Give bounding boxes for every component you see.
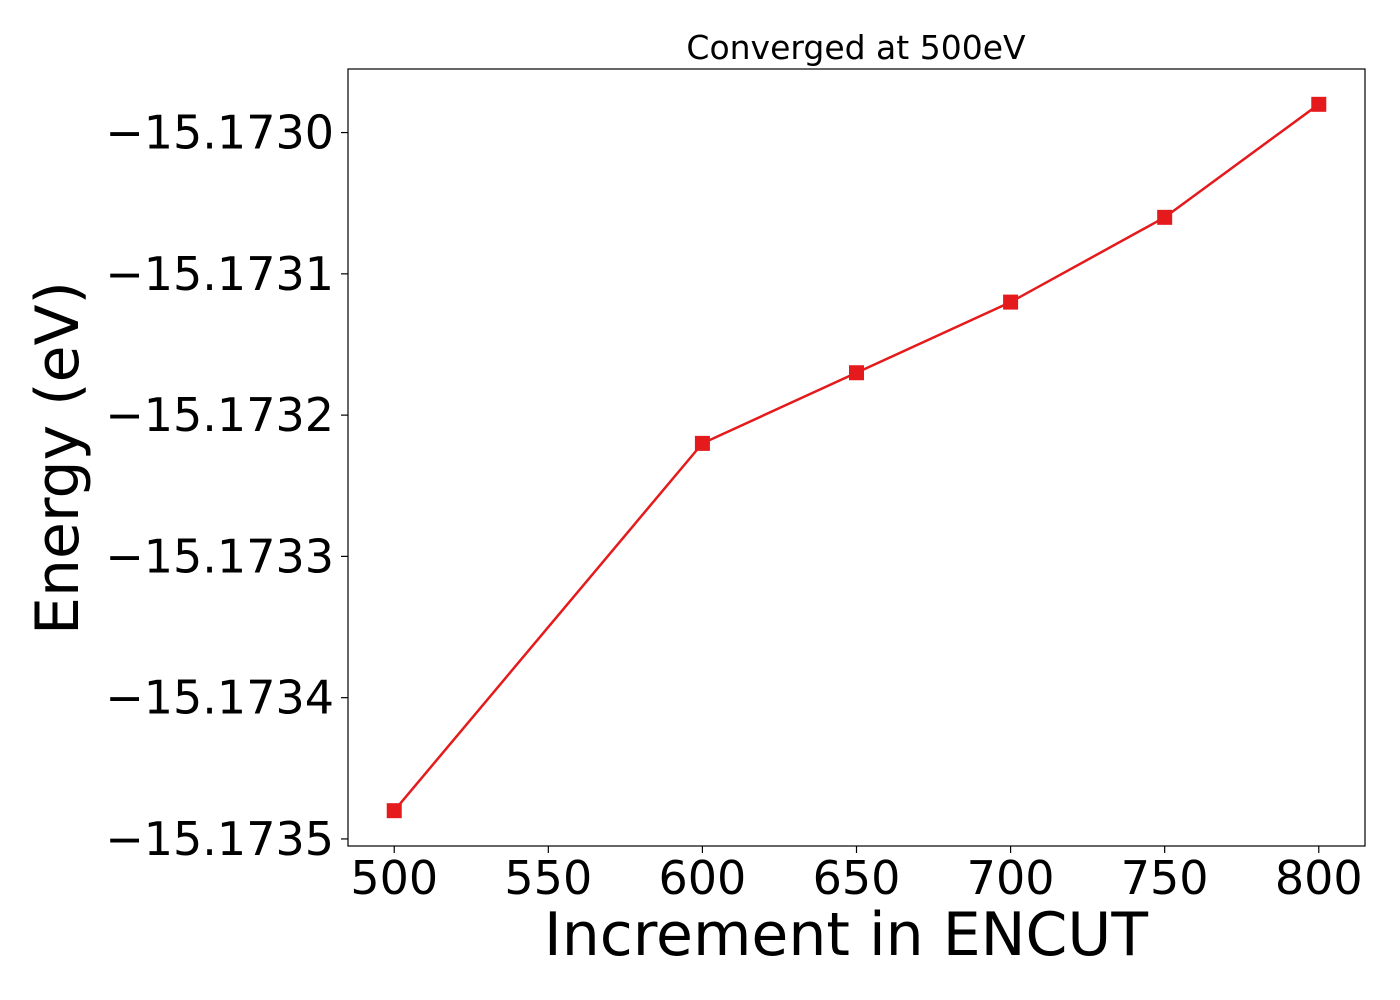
x-axis-label: Increment in ENCUT [544,900,1148,970]
x-tick-label: 500 [350,851,438,905]
series-line [393,103,1320,812]
y-tick-label: −15.1735 [105,812,334,866]
plot-area-frame [347,68,1366,847]
x-tick-label: 750 [1121,851,1209,905]
x-tick-label: 550 [504,851,592,905]
data-point-marker [1003,294,1019,310]
x-tick-label: 600 [659,851,747,905]
x-tick-label: 700 [967,851,1055,905]
y-tick-label: −15.1733 [105,529,334,583]
data-point-marker [694,435,710,451]
x-tick-label: 650 [813,851,901,905]
y-axis-ticks: −15.1735 −15.1734 −15.1733 −15.1732 −15.1731… [105,106,348,866]
x-axis-ticks: 500 550 600 650 700 750 800 [350,846,1363,905]
data-point-marker [386,803,402,819]
chart-title: Converged at 500eV [686,28,1026,67]
y-tick-label: −15.1732 [105,388,334,442]
data-point-marker [1157,209,1173,225]
y-tick-label: −15.1730 [105,106,334,160]
y-tick-label: −15.1734 [105,671,334,725]
x-tick-label: 800 [1275,851,1363,905]
data-point-marker [849,365,864,381]
y-axis-label: Energy (eV) [23,281,93,635]
data-point-marker [1311,96,1327,112]
plot-series [386,96,1327,819]
y-tick-label: −15.1731 [105,247,334,301]
